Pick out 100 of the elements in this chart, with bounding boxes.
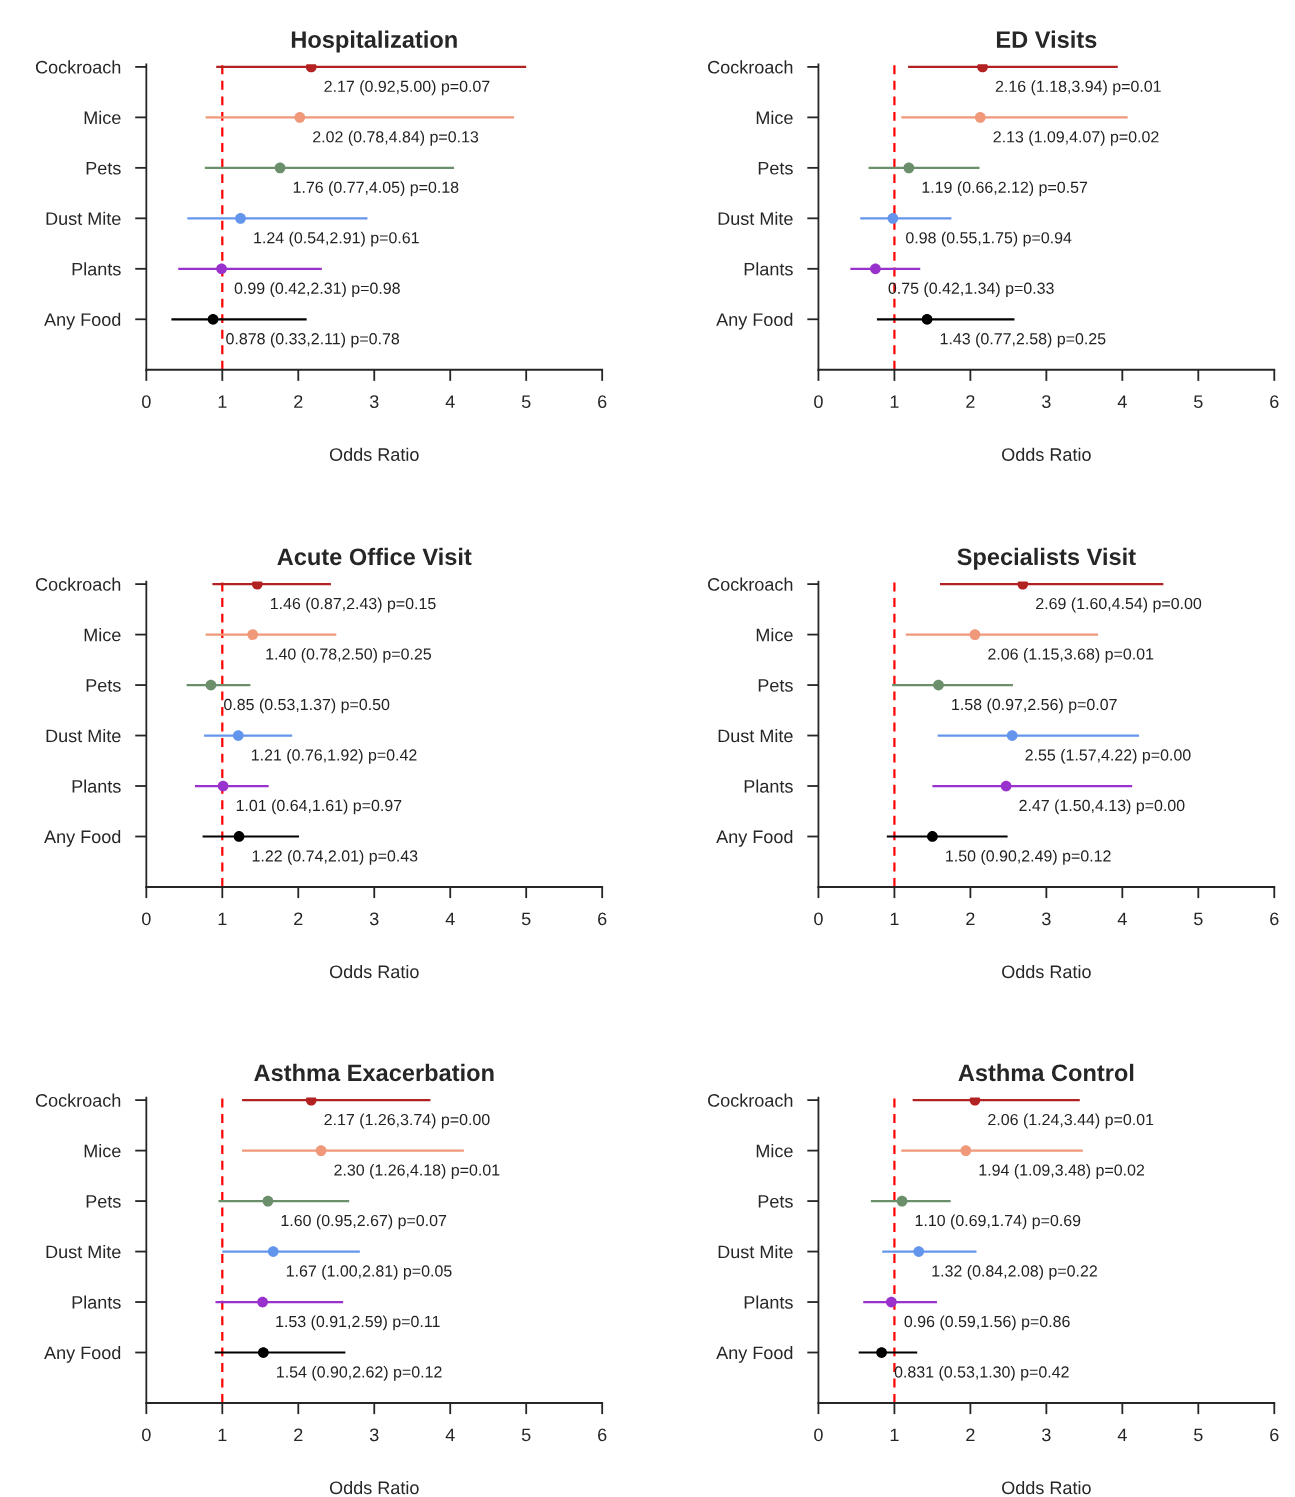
x-tick-label: 4 (1117, 1428, 1127, 1442)
y-tick-label: Plants (744, 262, 793, 276)
x-tick-label: 1 (890, 912, 899, 926)
x-axis-title: Odds Ratio (329, 447, 419, 461)
x-tick-label: 0 (814, 395, 823, 409)
x-axis-title: Odds Ratio (1002, 1480, 1091, 1495)
x-tick-label: 1 (218, 395, 227, 408)
point (207, 313, 219, 325)
y-tick-label: Plants (72, 779, 121, 793)
point (960, 1145, 972, 1156)
x-axis-title: Odds Ratio (329, 964, 419, 979)
data-label: 1.54 (0.90,2.62) p=0.12 (277, 1365, 442, 1381)
point (257, 1347, 269, 1358)
point (1000, 780, 1012, 792)
data-label: 2.06 (1.15,3.68) p=0.01 (988, 647, 1154, 663)
x-tick-label: 6 (1270, 1428, 1279, 1442)
y-tick-label: Dust Mite (718, 1245, 793, 1259)
x-tick-label: 4 (445, 395, 455, 408)
data-label: 0.85 (0.53,1.37) p=0.50 (224, 698, 390, 714)
y-tick-label: Cockroach (708, 1093, 793, 1107)
x-axis-title: Odds Ratio (329, 1480, 419, 1495)
y-tick-label: Any Food (716, 312, 793, 330)
y-tick-label: Cockroach (708, 60, 793, 74)
data-label: 0.99 (0.42,2.31) p=0.98 (234, 282, 400, 298)
point (305, 1097, 317, 1106)
point (913, 1246, 925, 1257)
data-label: 0.878 (0.33,2.11) p=0.78 (226, 332, 400, 348)
x-tick-label: 5 (1194, 912, 1203, 926)
point (969, 1097, 981, 1106)
point (216, 263, 227, 275)
x-tick-label: 6 (598, 912, 607, 926)
x-tick-label: 3 (1042, 912, 1051, 926)
x-tick-label: 0 (142, 395, 151, 409)
data-label: 1.76 (0.77,4.05) p=0.18 (293, 181, 459, 197)
x-tick-label: 3 (369, 1428, 379, 1442)
x-tick-label: 5 (1194, 1428, 1203, 1442)
y-tick-label: Plants (744, 779, 793, 793)
point (1006, 730, 1018, 741)
point (870, 263, 881, 275)
point (247, 629, 259, 640)
data-label: 2.16 (1.18,3.94) p=0.01 (995, 80, 1161, 96)
y-tick-label: Pets (758, 1195, 793, 1208)
y-tick-label: Dust Mite (46, 1245, 121, 1259)
x-tick-label: 5 (521, 912, 531, 926)
y-tick-label: Any Food (44, 829, 121, 847)
data-label: 1.94 (1.09,3.48) p=0.02 (979, 1163, 1145, 1179)
y-tick-label: Plants (72, 1295, 121, 1309)
data-label: 1.24 (0.54,2.91) p=0.61 (254, 231, 419, 247)
x-tick-label: 5 (521, 395, 531, 409)
x-axis-title: Odds Ratio (1002, 447, 1091, 461)
y-tick-label: Dust Mite (718, 211, 793, 226)
data-label: 2.30 (1.26,4.18) p=0.01 (334, 1163, 500, 1179)
point (232, 730, 244, 741)
chart-title: Asthma Exacerbation (254, 1063, 494, 1082)
point (233, 831, 245, 842)
y-tick-label: Any Food (44, 1345, 121, 1363)
y-tick-label: Mice (756, 110, 793, 125)
data-label: 1.60 (0.95,2.67) p=0.07 (281, 1214, 447, 1230)
x-tick-label: 2 (294, 395, 303, 408)
point (927, 831, 938, 842)
y-tick-label: Pets (758, 161, 793, 175)
point (257, 1296, 268, 1308)
y-tick-label: Plants (744, 1295, 793, 1309)
x-tick-label: 2 (966, 395, 975, 408)
y-tick-label: Dust Mite (46, 211, 121, 226)
point (294, 111, 306, 123)
point (217, 780, 229, 792)
x-tick-label: 4 (1117, 912, 1127, 926)
y-tick-label: Any Food (44, 312, 121, 330)
y-tick-label: Mice (756, 1144, 793, 1158)
y-tick-label: Cockroach (35, 60, 121, 74)
data-label: 2.02 (0.78,4.84) p=0.13 (313, 130, 479, 146)
chart-title: Asthma Control (958, 1063, 1134, 1082)
data-label: 1.46 (0.87,2.43) p=0.15 (270, 597, 436, 613)
data-label: 2.17 (1.26,3.74) p=0.00 (324, 1113, 490, 1129)
y-tick-label: Plants (72, 262, 121, 276)
data-label: 0.831 (0.53,1.30) p=0.42 (894, 1365, 1069, 1381)
point (876, 1347, 887, 1358)
x-tick-label: 1 (218, 1428, 227, 1442)
x-tick-label: 2 (966, 1428, 975, 1442)
point (315, 1145, 327, 1156)
data-label: 1.19 (0.66,2.12) p=0.57 (922, 181, 1088, 197)
point (896, 1195, 908, 1207)
data-label: 2.13 (1.09,4.07) p=0.02 (993, 130, 1159, 146)
x-tick-label: 0 (814, 1428, 823, 1442)
x-tick-label: 2 (966, 912, 975, 926)
chart-title: Specialists Visit (957, 547, 1136, 570)
point (903, 162, 915, 174)
y-tick-label: Dust Mite (718, 729, 793, 743)
data-label: 1.01 (0.64,1.61) p=0.97 (236, 799, 402, 815)
x-tick-label: 2 (294, 912, 303, 926)
x-tick-label: 1 (890, 395, 899, 408)
y-tick-label: Pets (86, 161, 121, 175)
chart-title: Hospitalization (291, 30, 457, 53)
y-tick-label: Pets (86, 1195, 121, 1208)
x-tick-label: 0 (142, 912, 151, 926)
x-tick-label: 5 (1194, 395, 1203, 409)
data-label: 0.96 (0.59,1.56) p=0.86 (904, 1315, 1070, 1331)
y-tick-label: Pets (758, 679, 793, 692)
x-tick-label: 3 (1042, 395, 1051, 409)
